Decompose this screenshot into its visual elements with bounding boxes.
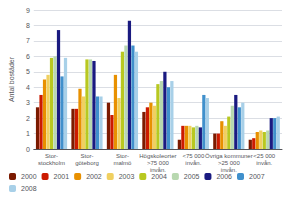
svg-text:invån.: invån. xyxy=(185,160,201,166)
svg-text:2008: 2008 xyxy=(21,185,37,192)
svg-text:8: 8 xyxy=(26,22,30,29)
svg-text:7: 7 xyxy=(26,37,30,44)
svg-text:2007: 2007 xyxy=(249,173,265,180)
svg-text:Övriga kommuner: Övriga kommuner xyxy=(205,153,253,159)
svg-text:Antal bostäder: Antal bostäder xyxy=(8,56,15,102)
svg-text:2001: 2001 xyxy=(54,173,70,180)
svg-text:invån.: invån. xyxy=(256,160,272,166)
svg-text:<75 000: <75 000 xyxy=(182,153,205,159)
svg-text:2003: 2003 xyxy=(119,173,135,180)
svg-text:invån.: invån. xyxy=(150,167,166,173)
svg-text:stockholm: stockholm xyxy=(38,160,65,166)
svg-text:2000: 2000 xyxy=(21,173,37,180)
svg-text:2002: 2002 xyxy=(86,173,102,180)
svg-text:<25 000: <25 000 xyxy=(253,153,276,159)
svg-text:4: 4 xyxy=(26,84,30,91)
svg-text:3: 3 xyxy=(26,99,30,106)
svg-text:2005: 2005 xyxy=(184,173,200,180)
svg-text:2: 2 xyxy=(26,115,30,122)
svg-text:>75 000: >75 000 xyxy=(147,160,170,166)
svg-text:Stor-: Stor- xyxy=(116,153,129,159)
svg-text:1: 1 xyxy=(26,130,30,137)
svg-text:9: 9 xyxy=(26,7,30,14)
svg-text:0: 0 xyxy=(26,146,30,153)
svg-text:malmö: malmö xyxy=(113,160,132,166)
svg-text:2006: 2006 xyxy=(216,173,232,180)
svg-text:2004: 2004 xyxy=(151,173,167,180)
svg-text:invån.: invån. xyxy=(221,167,237,173)
svg-text:Stor-: Stor- xyxy=(80,153,93,159)
svg-text:göteborg: göteborg xyxy=(75,160,99,166)
svg-text:>25 000: >25 000 xyxy=(218,160,241,166)
svg-text:Stor-: Stor- xyxy=(45,153,58,159)
svg-text:6: 6 xyxy=(26,53,30,60)
svg-text:Högskoleorter: Högskoleorter xyxy=(139,153,176,159)
svg-text:5: 5 xyxy=(26,68,30,75)
